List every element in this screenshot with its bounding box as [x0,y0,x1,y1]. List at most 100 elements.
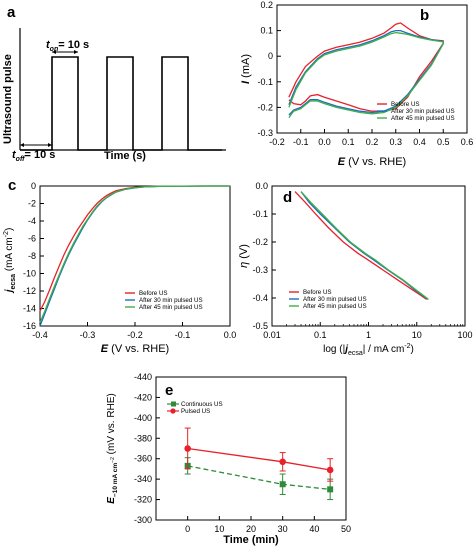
data-point-e [279,458,286,466]
y-tick-label-e: -440 [134,372,152,382]
x-tick-label-b: 0.6 [461,137,474,147]
x-tick-label-d: 100 [457,330,472,340]
t-on-arrowhead-right [74,50,78,54]
y-tick-label-c: -14 [23,304,36,314]
y-tick-label-e: -320 [134,495,152,505]
series-line-c-2 [39,185,230,323]
legend-label-c: After 45 min pulsed US [139,304,203,311]
y-tick-label-c: -16 [23,321,36,331]
x-tick-label-c: 0.0 [224,330,237,340]
series-line-b-1 [288,29,444,116]
data-point-e [184,445,191,452]
potential-chart-panel-e: e 0 10 20 30 40 50 -300 -320 -340 -360 -380 -400 -420… [106,372,351,546]
x-axis-label-b: E (V vs. RHE) [338,156,406,168]
pulse-train [20,56,222,151]
y-tick-label-d: -0.3 [252,265,268,275]
y-tick-label-c: -4 [28,216,36,226]
legend-label-b: Before US [391,101,420,108]
y-tick-label-b: -0.1 [257,77,273,87]
y-axis-label-d: η (V) [238,244,250,268]
y-tick-label-c: -2 [28,199,36,209]
legend-label-e: Continuous US [181,401,223,408]
series-line-d-1 [300,191,429,300]
x-tick-label-d: 0.01 [263,330,281,340]
legend-label-b: After 30 min pulsed US [391,108,455,115]
y-axis-label-c: jecsa (mA cm-2) [3,228,17,295]
series-line-e-0 [187,465,331,491]
y-tick-label-d: 0.0 [255,181,268,191]
y-tick-label-d: -0.1 [252,209,268,219]
data-point-e [326,466,334,474]
y-tick-label-e: -300 [134,515,152,525]
t-off-annotation: toff= 10 s [12,149,55,163]
y-tick-label-b: -0.3 [257,128,273,138]
y-tick-label-c: -8 [28,251,36,261]
legend-label-c: Before US [139,290,168,297]
legend-label-d: After 30 min pulsed US [303,296,367,303]
x-tick-label-c: -0.4 [32,330,48,340]
y-axis-label-b: I (mA) [240,54,252,84]
x-axis-label-d: log (|jecsa| / mA cm-2) [323,343,414,357]
panel-a: a Ultrasound pulse Time (s) ton= 10 s to… [2,4,226,163]
panel-letter-b: b [420,7,429,24]
legend-label-d: After 45 min pulsed US [303,303,367,310]
x-tick-label-b: 0.5 [437,137,450,147]
series-line-b-2 [288,31,444,118]
x-tick-label-d: 0.1 [314,330,327,340]
x-tick-label-b: -0.1 [293,137,309,147]
legend-label-d: Before US [303,289,332,296]
x-tick-label-c: -0.2 [127,330,143,340]
legend-marker-e [170,408,176,414]
y-tick-label-c: -10 [23,269,36,279]
tafel-chart-panel-d: d 0.01 0.1 1 10 100 -0.5 -0.4 -0.3 -0.2 -0.1 0.0 Bef… [238,181,473,357]
y-tick-label-e: -400 [134,413,152,423]
data-point-e [279,481,286,488]
svg-text:toff= 10 s: toff= 10 s [12,149,55,163]
x-tick-label-e: 30 [278,524,288,534]
x-tick-label-e: 10 [214,524,224,534]
t-on-annotation: ton= 10 s [46,39,89,53]
series-line-b-0 [288,22,444,112]
legend-marker-e [171,401,176,407]
lsv-chart-panel-c: c -0.4 -0.3 -0.2 -0.1 0.0 -16 -14 -12 -10 -8 -6 -4 -2… [3,177,237,355]
svg-text:ton= 10 s: ton= 10 s [46,39,89,53]
panel-letter-a: a [7,4,16,21]
x-tick-label-b: 0.4 [413,137,426,147]
series-line-d-0 [294,191,427,300]
x-tick-label-e: 50 [341,524,351,534]
x-tick-label-b: 0.3 [389,137,402,147]
y-tick-label-e: -380 [134,433,152,443]
y-tick-label-e: -420 [134,392,152,402]
y-tick-label-e: -340 [134,474,152,484]
y-tick-label-b: -0.2 [257,102,273,112]
panel-letter-c: c [8,177,16,194]
y-axis-label-e: E−10 mA cm−2 (mV vs. RHE) [106,393,119,504]
data-point-e [327,486,334,493]
pulse-xlabel: Time (s) [104,150,146,162]
y-tick-label-b: 0.1 [260,26,273,36]
legend-label-c: After 30 min pulsed US [139,297,203,304]
y-tick-label-b: 0.2 [260,0,273,10]
x-tick-label-e: 20 [246,524,256,534]
y-tick-label-d: -0.5 [252,321,268,331]
y-tick-label-e: -360 [134,454,152,464]
x-axis-label-c: E (V vs. RHE) [101,343,169,355]
x-tick-label-b: -0.2 [269,137,285,147]
x-tick-label-b: 0.1 [342,137,355,147]
y-tick-label-c: -12 [23,286,36,296]
panel-letter-d: d [283,189,292,206]
x-tick-label-d: 1 [366,330,371,340]
x-tick-label-b: 0.0 [318,137,331,147]
x-axis-label-e: Time (min) [223,534,279,546]
x-tick-label-e: 40 [309,524,319,534]
t-on-arrowhead-left [52,50,56,54]
y-tick-label-b: 0 [268,51,273,61]
t-off-arrowhead-left [20,143,24,147]
x-tick-label-b: 0.2 [366,137,379,147]
series-line-d-2 [300,191,429,300]
x-tick-label-c: -0.3 [80,330,96,340]
legend-label-b: After 45 min pulsed US [391,115,455,122]
series-line-e-1 [187,447,331,471]
y-tick-label-c: 0 [31,181,36,191]
legend-label-e: Pulsed US [181,408,210,415]
